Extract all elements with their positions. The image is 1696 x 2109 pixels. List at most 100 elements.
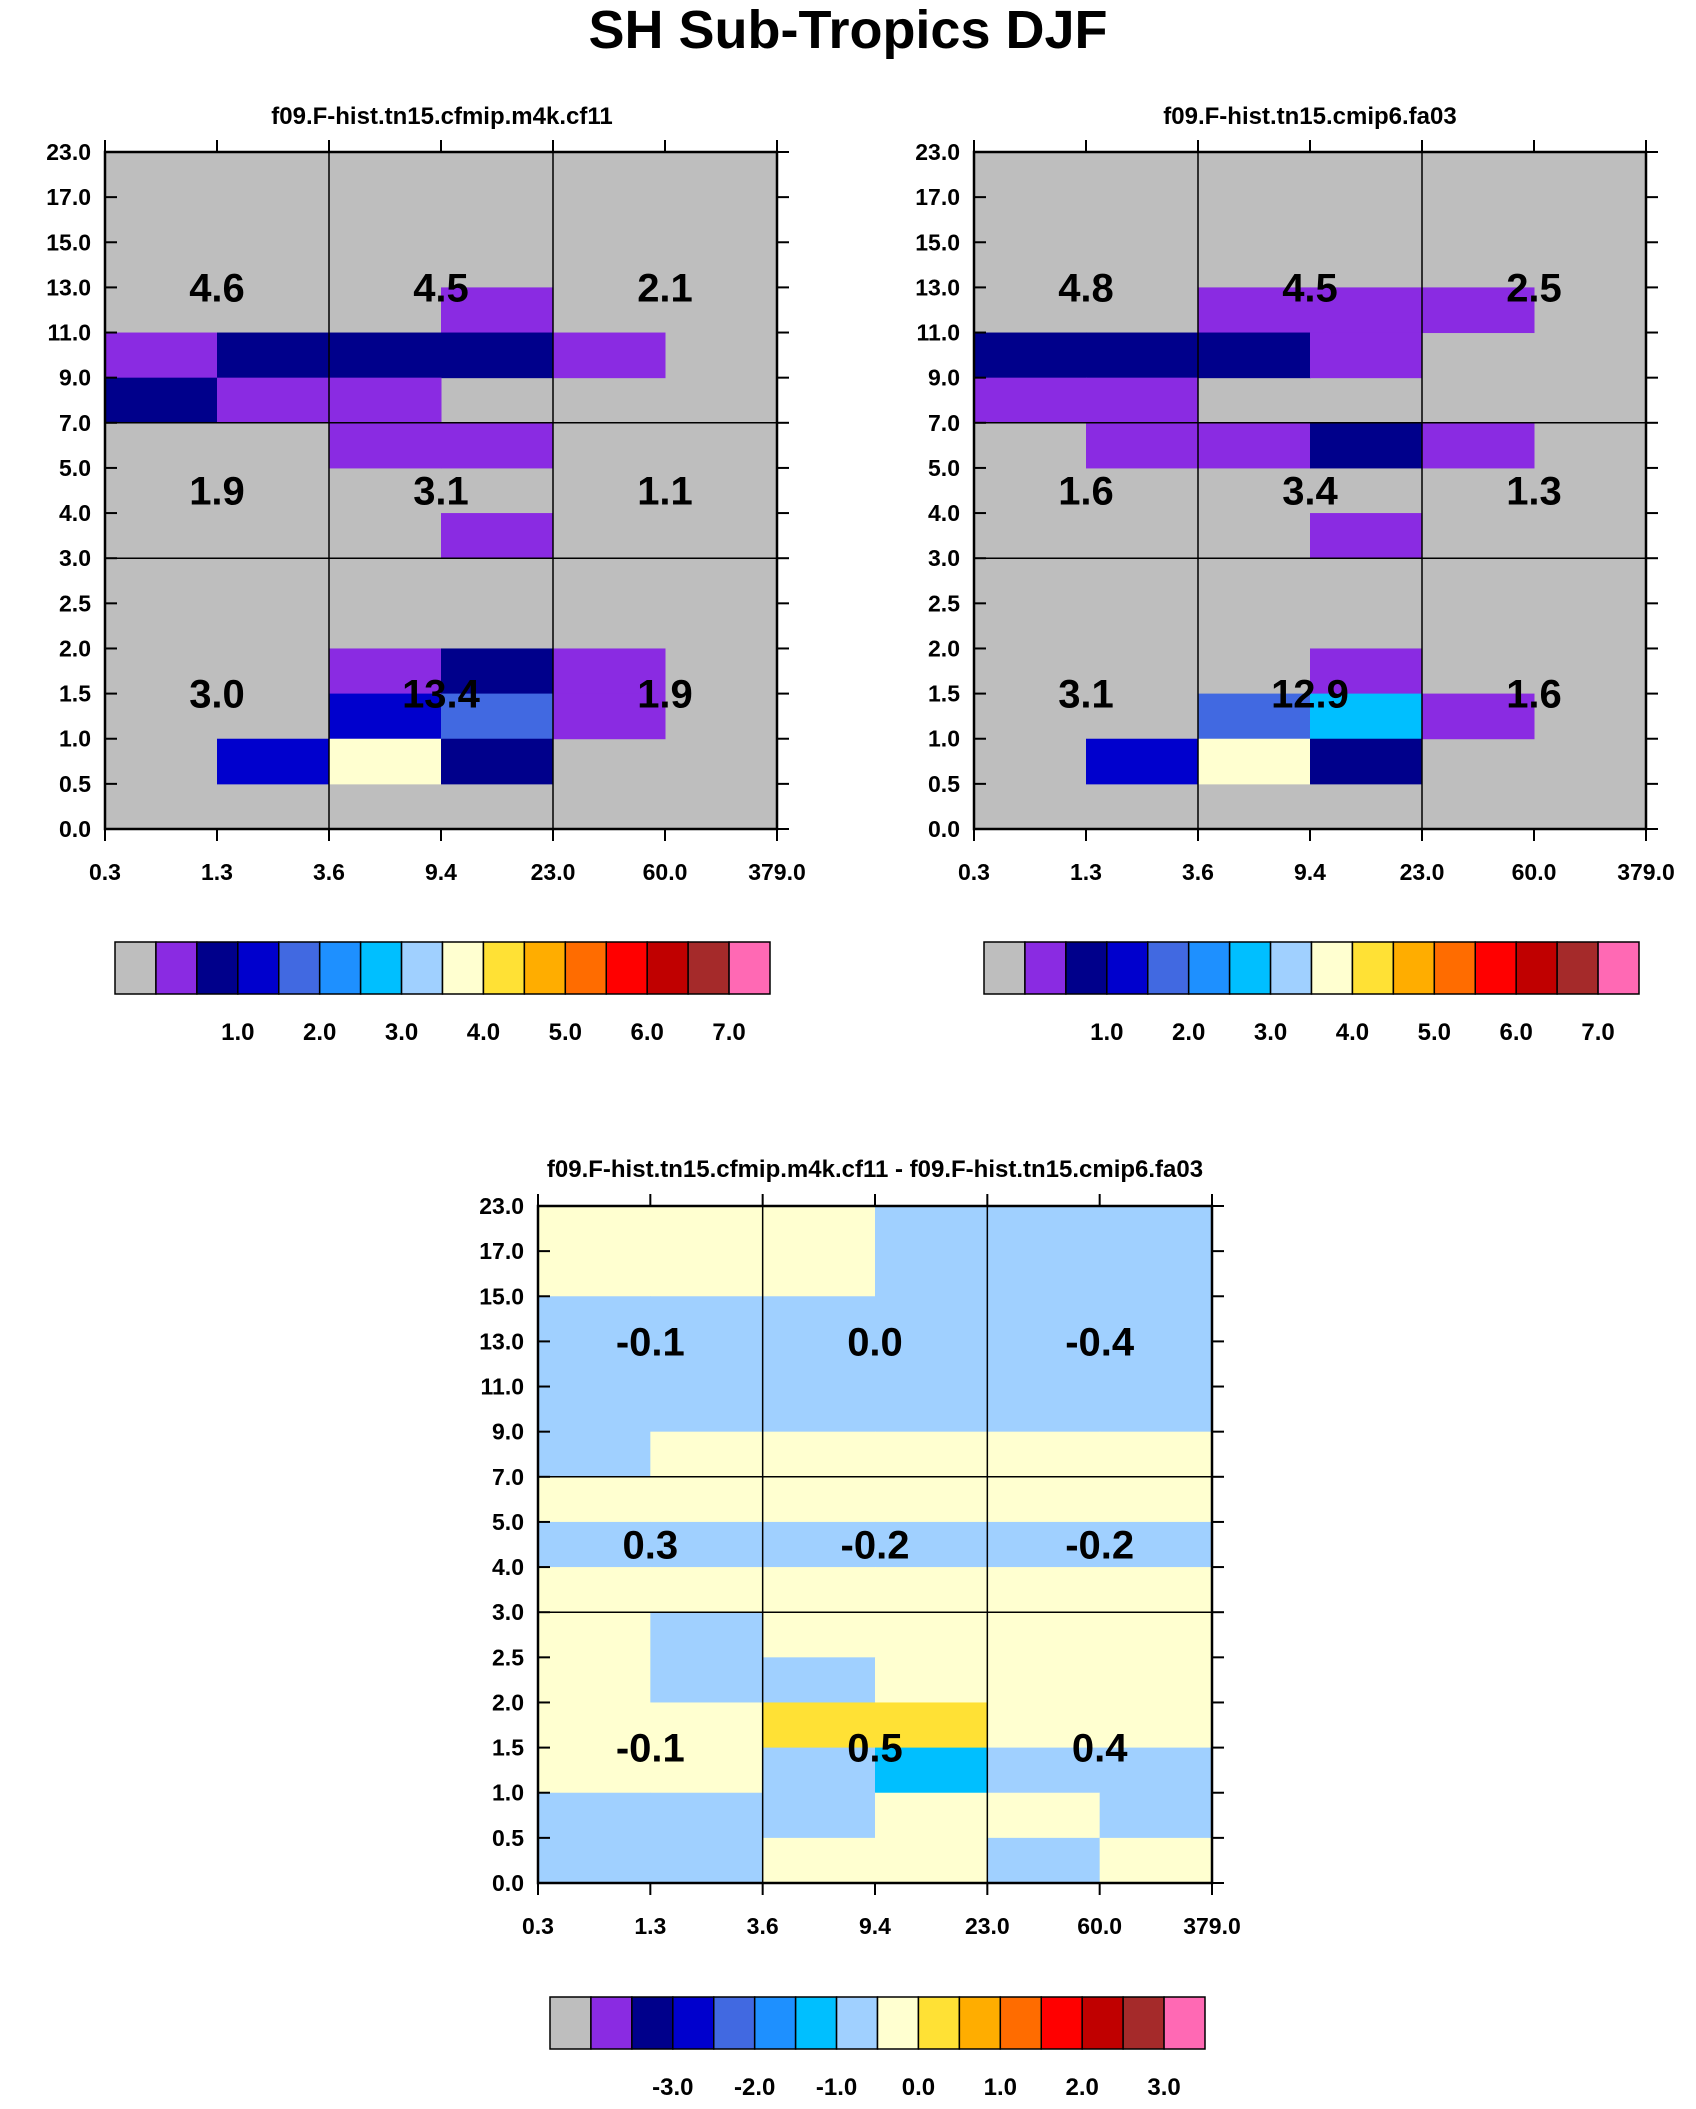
- histogram-bin: [762, 1567, 876, 1613]
- histogram-bin: [1086, 332, 1199, 379]
- colorbar-swatch: [728, 941, 771, 995]
- colorbar-swatch: [1433, 941, 1476, 995]
- panel-difference: 0.0 0.5 1.0 1.5 2.0 2.5 3.0 4.0 5.0 7.0 9.0 11.0 13.…: [479, 1156, 1241, 2101]
- y-tick-label: 17.0: [46, 184, 91, 210]
- group-value-label: 3.4: [1282, 470, 1338, 514]
- colorbar-label: 1.0: [1090, 1019, 1123, 1046]
- panel-title: f09.F-hist.tn15.cfmip.m4k.cf11: [271, 103, 612, 130]
- colorbar-swatch: [1556, 941, 1599, 995]
- group-value-label: 1.3: [1506, 470, 1562, 514]
- histogram-bin: [441, 513, 554, 559]
- panel-fa03: 0.0 0.5 1.0 1.5 2.0 2.5 3.0 4.0 5.0 7.0 9.0 11.0 13.…: [915, 103, 1675, 1046]
- colorbar-label: 6.0: [1500, 1019, 1533, 1046]
- x-tick-label: 23.0: [531, 859, 576, 885]
- histogram-bin: [987, 1341, 1101, 1388]
- x-tick-label: 1.3: [1070, 859, 1102, 885]
- y-tick-label: 4.0: [59, 500, 91, 526]
- histogram-bin: [441, 287, 554, 334]
- group-value-label: 4.6: [189, 266, 245, 310]
- histogram-bin: [762, 1612, 876, 1658]
- y-tick-label: 7.0: [928, 410, 960, 436]
- histogram-bin: [538, 1521, 651, 1568]
- x-tick-label: 379.0: [1183, 1913, 1241, 1939]
- histogram-bin: [875, 1837, 988, 1884]
- histogram-bin: [1099, 1567, 1213, 1613]
- colorbar-swatch: [1351, 941, 1395, 995]
- y-tick-label: 15.0: [46, 229, 91, 255]
- histogram-bin: [650, 1567, 764, 1613]
- colorbar-label: 1.0: [984, 2074, 1017, 2101]
- colorbar-swatch: [713, 1996, 756, 2050]
- histogram-bin: [650, 1296, 764, 1342]
- histogram-bin: [441, 738, 554, 785]
- histogram-bin: [650, 1476, 764, 1523]
- histogram-bin: [762, 1792, 876, 1839]
- histogram-bin: [329, 738, 442, 785]
- histogram-bin: [441, 648, 554, 695]
- histogram-bin: [875, 1521, 988, 1568]
- x-tick-label: 9.4: [425, 859, 457, 885]
- y-tick-label: 0.0: [928, 816, 960, 842]
- histogram-bin: [987, 1476, 1101, 1523]
- histogram-bin: [875, 1702, 988, 1749]
- histogram-bin: [538, 1792, 651, 1839]
- histogram-bin: [1422, 287, 1535, 334]
- colorbar-swatch: [237, 941, 280, 995]
- x-tick-label: 23.0: [1400, 859, 1445, 885]
- panel-title: f09.F-hist.tn15.cmip6.fa03: [1163, 103, 1456, 130]
- histogram-bin: [538, 1206, 651, 1297]
- histogram-bin: [974, 332, 1087, 379]
- y-tick-label: 13.0: [46, 274, 91, 300]
- group-value-label: 0.4: [1072, 1727, 1128, 1771]
- histogram-bin: [875, 1431, 988, 1478]
- y-tick-label: 15.0: [479, 1283, 524, 1309]
- y-tick-label: 3.0: [59, 545, 91, 571]
- y-tick-label: 1.0: [928, 726, 960, 752]
- histogram-bin: [329, 377, 442, 424]
- histogram-bin: [329, 422, 442, 469]
- histogram-bin: [762, 1702, 876, 1749]
- colorbar-swatch: [359, 941, 403, 995]
- x-tick-label: 60.0: [1077, 1913, 1122, 1939]
- group-value-label: 4.8: [1058, 266, 1114, 310]
- group-value-label: 2.5: [1506, 266, 1562, 310]
- histogram-bin: [1310, 422, 1423, 469]
- histogram-bin: [987, 1386, 1101, 1433]
- colorbar-swatch: [999, 1996, 1042, 2050]
- histogram-bin: [1086, 422, 1199, 469]
- colorbar-label: 5.0: [549, 1019, 582, 1046]
- colorbar-label: 3.0: [385, 1019, 418, 1046]
- figure-title: SH Sub-Tropics DJF: [588, 0, 1107, 60]
- group-value-label: 4.5: [413, 266, 469, 310]
- group-value-label: 1.6: [1506, 673, 1562, 717]
- x-tick-label: 60.0: [1512, 859, 1557, 885]
- histogram-bin: [987, 1657, 1101, 1703]
- histogram-bin: [1198, 332, 1311, 379]
- colorbar-swatch: [1024, 941, 1067, 995]
- histogram-bin: [650, 1837, 764, 1884]
- group-value-label: 12.9: [1271, 673, 1349, 717]
- group-value-label: -0.1: [616, 1727, 685, 1771]
- histogram-bin: [875, 1747, 988, 1794]
- histogram-bin: [875, 1296, 988, 1342]
- histogram-bin: [329, 693, 442, 740]
- colorbar-swatch: [1228, 941, 1272, 995]
- histogram-bin: [538, 1612, 651, 1658]
- y-tick-label: 0.5: [59, 771, 91, 797]
- histogram-bin: [974, 377, 1087, 424]
- histogram-bin: [650, 1521, 764, 1568]
- colorbar-swatch: [1515, 941, 1558, 995]
- x-tick-label: 9.4: [1294, 859, 1326, 885]
- y-tick-label: 1.0: [59, 726, 91, 752]
- colorbar-label: 2.0: [303, 1019, 336, 1046]
- histogram-bin: [1099, 1792, 1213, 1839]
- group-value-label: 4.5: [1282, 266, 1338, 310]
- histogram-bin: [987, 1747, 1101, 1794]
- y-tick-label: 2.5: [492, 1644, 524, 1670]
- histogram-bin: [762, 1476, 876, 1523]
- histogram-bin: [875, 1386, 988, 1433]
- colorbar-swatch: [318, 941, 362, 995]
- x-tick-label: 3.6: [747, 1913, 779, 1939]
- colorbar-swatch: [564, 941, 607, 995]
- group-value-label: 13.4: [402, 673, 481, 717]
